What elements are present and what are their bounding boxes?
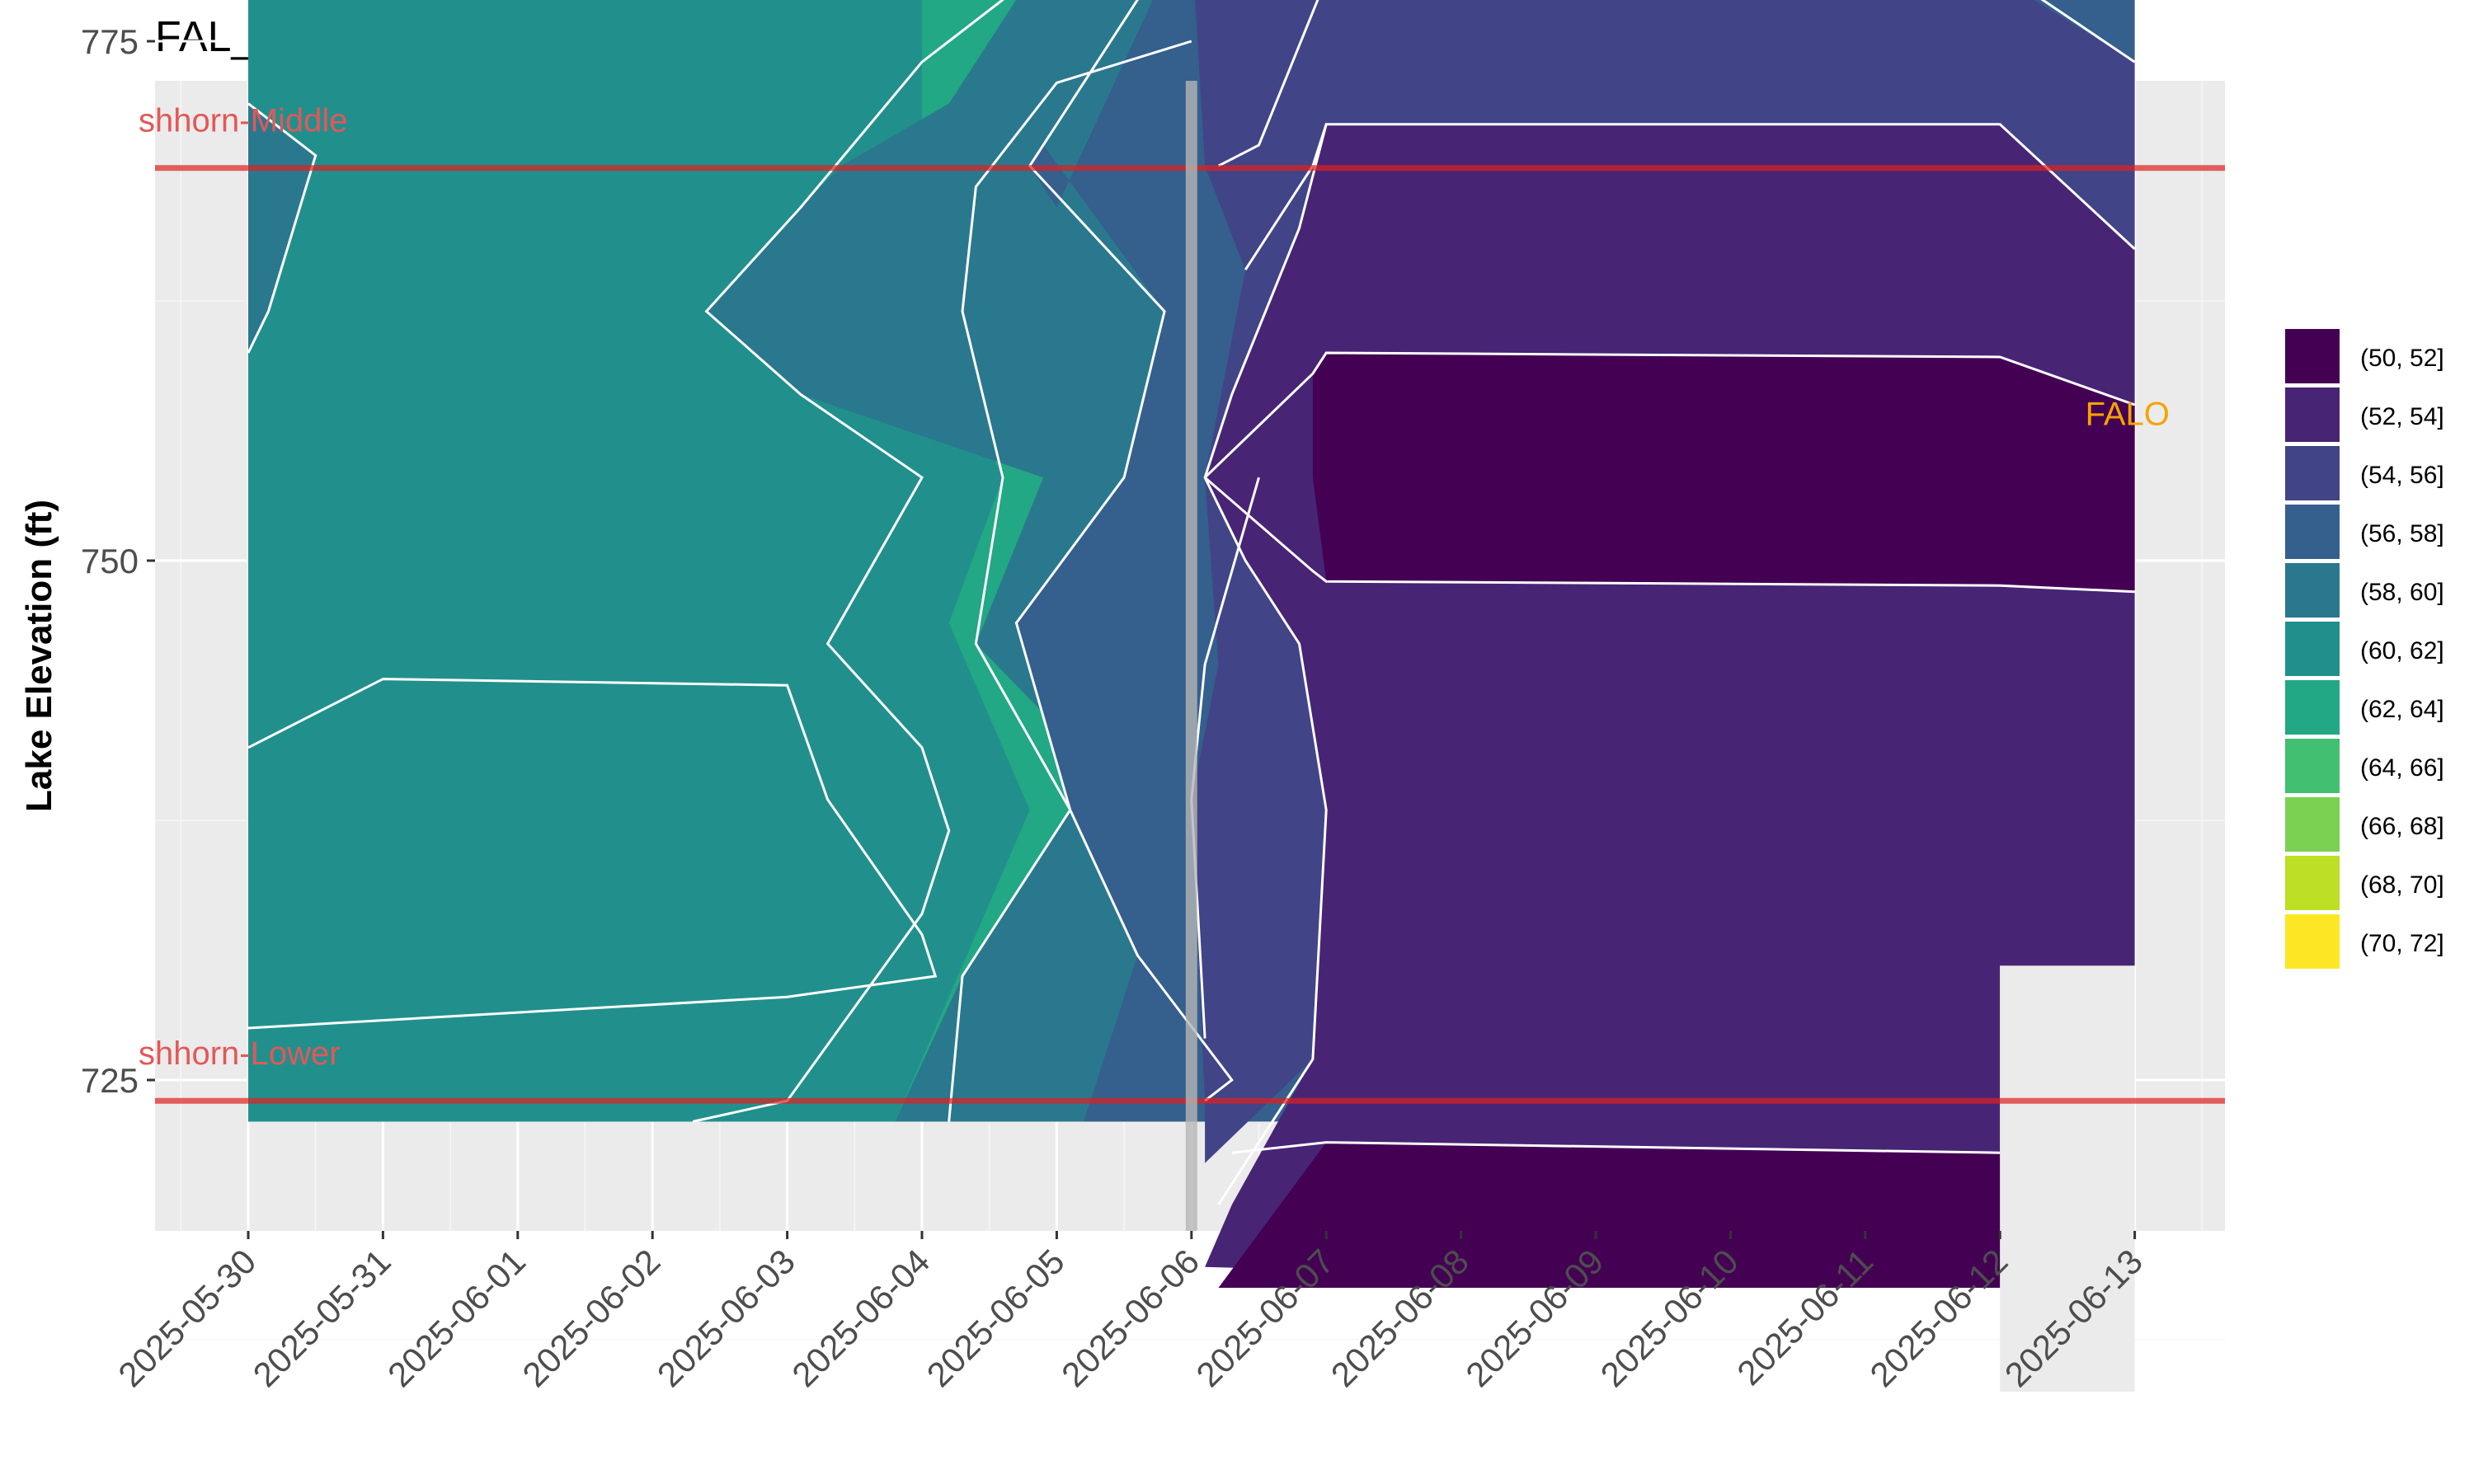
isotherm-line [1190,477,1260,1039]
legend-swatch [2284,737,2341,795]
legend-swatch [2284,913,2341,970]
y-tick-label: 750 [81,542,139,580]
reference-line-label: shhorn-Lower [139,1036,341,1072]
x-tick-label: 2025-06-02 [515,1242,667,1394]
x-tick-label: 2025-06-01 [380,1242,533,1394]
x-tick-label: 2025-06-05 [920,1242,1072,1394]
contour-band [1205,124,2135,1288]
isotherm-lines [247,0,2136,1206]
y-tick-label: 775 [81,22,139,61]
legend-swatch [2284,503,2341,561]
contour-band [1312,353,2135,592]
isotherm-line [247,102,317,354]
legend-swatch [2284,327,2341,385]
legend-label: (54, 56] [2360,462,2444,489]
legend-label: (68, 70] [2360,871,2444,899]
isotherm-line [961,40,1234,1102]
x-tick-label: 2025-06-04 [784,1242,937,1394]
isotherm-line [692,0,1004,1123]
y-axis-label: Lake Elevation (ft) [19,500,59,812]
x-axis: 2025-05-302025-05-312025-06-012025-06-02… [111,1231,2150,1394]
color-legend: (50, 52] (52, 54] (54, 56] (56, 58] (58, 60]… [2284,327,2444,970]
legend-swatch [2284,620,2341,678]
legend-label: (62, 64] [2360,696,2444,723]
contour-band [1218,0,2135,249]
legend-label: (50, 52] [2360,345,2444,372]
legend-swatch [2284,444,2341,502]
overlays: FALO [1185,81,2170,1231]
isotherm-line [247,678,938,1030]
isotherm-line [1217,0,2136,167]
legend-label: (56, 58] [2360,520,2444,547]
isotherm-line [1204,351,2136,479]
isotherm-line [948,0,1166,1122]
y-tick-label: 725 [81,1061,139,1100]
no-data-area [2000,965,2135,1392]
x-tick-label: 2025-05-30 [111,1242,263,1394]
reference-line-label: shhorn-Middle [139,103,347,139]
site-annotation: FALO [2086,397,2170,433]
x-tick-label: 2025-06-03 [650,1242,802,1394]
isotherm-contours [248,0,2135,1392]
legend-label: (58, 60] [2360,579,2444,606]
legend-swatch [2284,796,2341,853]
legend-swatch [2284,679,2341,736]
isotherm-line [1204,477,2135,594]
isotherm-line [1231,1141,2001,1154]
legend-swatch [2284,386,2341,444]
legend-swatch [2284,854,2341,912]
legend-label: (60, 62] [2360,637,2444,665]
legend-swatch [2284,561,2341,619]
x-tick-label: 2025-06-06 [1054,1242,1206,1394]
legend-label: (70, 72] [2360,930,2444,957]
legend-label: (52, 54] [2360,403,2444,430]
legend-label: (64, 66] [2360,754,2444,782]
x-tick-label: 2025-05-31 [246,1242,398,1394]
y-axis: 725750775800 [81,22,155,1100]
legend-label: (66, 68] [2360,813,2444,840]
contour-band [1218,1142,2001,1288]
